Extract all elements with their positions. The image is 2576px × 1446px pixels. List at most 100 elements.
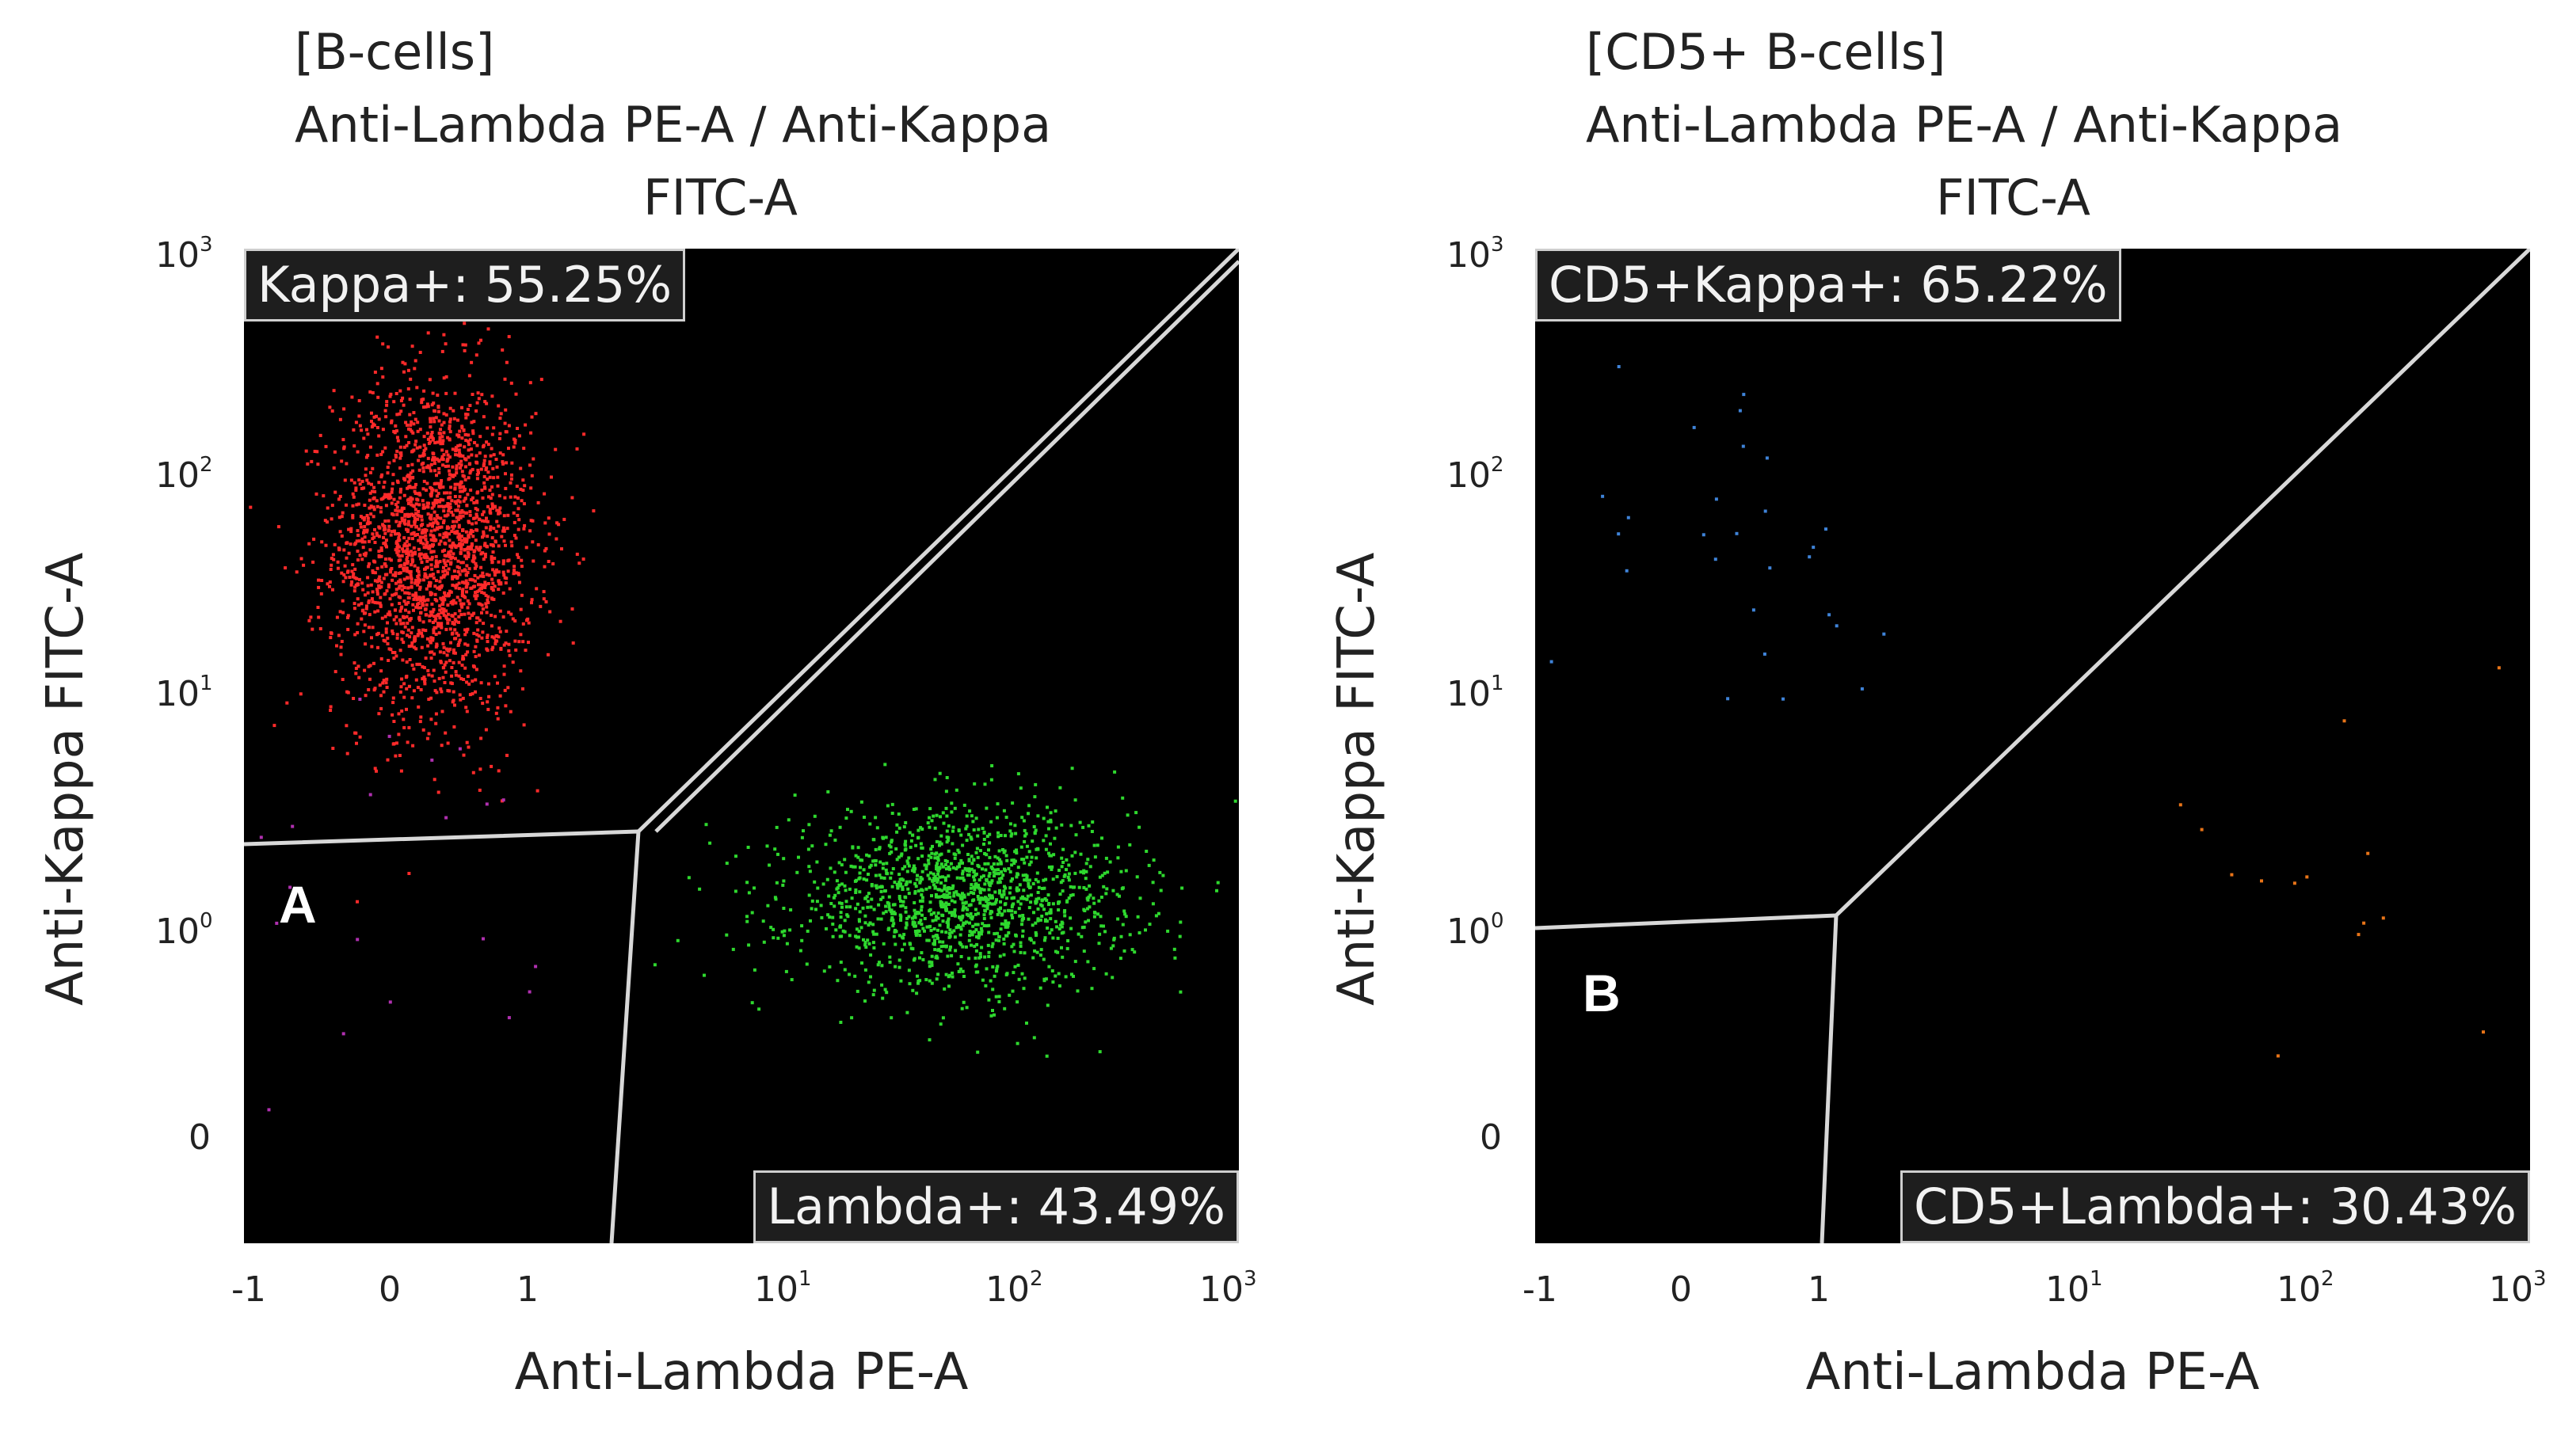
- event-dot: [436, 492, 440, 496]
- event-dot: [330, 504, 334, 508]
- event-dot: [467, 476, 471, 480]
- event-dot: [2200, 828, 2204, 831]
- event-dot: [440, 525, 444, 529]
- event-dot: [503, 688, 507, 692]
- event-dot: [416, 575, 420, 578]
- event-dot: [976, 911, 980, 915]
- event-dot: [482, 574, 486, 578]
- event-dot: [417, 509, 421, 513]
- event-dot: [1104, 972, 1108, 976]
- event-dot: [354, 672, 358, 675]
- event-dot: [913, 921, 916, 925]
- event-dot: [392, 656, 396, 660]
- event-dot: [490, 614, 493, 617]
- x-tick-label: -1: [1522, 1269, 1557, 1310]
- event-dot: [503, 576, 507, 580]
- event-dot: [863, 968, 867, 972]
- event-dot: [1035, 897, 1038, 901]
- event-dot: [929, 855, 933, 859]
- event-dot: [465, 504, 469, 508]
- event-dot: [961, 923, 965, 927]
- event-dot: [1145, 850, 1149, 853]
- event-dot: [931, 879, 935, 883]
- event-dot: [519, 633, 523, 637]
- event-dot: [375, 335, 379, 339]
- event-dot: [425, 587, 429, 591]
- event-dot: [473, 441, 477, 444]
- event-dot: [390, 490, 394, 494]
- event-dot: [554, 447, 558, 451]
- event-dot: [765, 844, 769, 848]
- event-dot: [1016, 963, 1020, 967]
- event-dot: [2497, 666, 2501, 670]
- event-dot: [501, 348, 505, 352]
- event-dot: [433, 652, 436, 656]
- event-dot: [1135, 875, 1139, 879]
- event-dot: [385, 573, 389, 576]
- event-dot: [492, 597, 496, 601]
- event-dot: [402, 536, 406, 540]
- event-dot: [410, 550, 413, 554]
- x-axis-label: Anti-Lambda PE-A: [1805, 1343, 2260, 1402]
- event-dot: [391, 696, 395, 700]
- event-dot: [509, 495, 513, 499]
- event-dot: [433, 510, 436, 514]
- event-dot: [440, 584, 444, 588]
- event-dot: [1099, 924, 1103, 928]
- event-dot: [968, 809, 972, 813]
- event-dot: [497, 626, 501, 630]
- event-dot: [320, 579, 324, 582]
- event-dot: [421, 523, 425, 527]
- event-dot: [437, 499, 441, 503]
- event-dot: [867, 873, 870, 876]
- event-dot: [456, 544, 460, 548]
- event-dot: [776, 852, 779, 856]
- event-dot: [291, 824, 295, 828]
- event-dot: [460, 470, 464, 474]
- event-dot: [961, 876, 965, 880]
- event-dot: [342, 407, 346, 411]
- event-dot: [457, 615, 461, 618]
- event-dot: [920, 870, 924, 873]
- event-dot: [831, 915, 835, 919]
- event-dot: [387, 496, 391, 500]
- event-dot: [448, 469, 452, 473]
- event-dot: [484, 526, 488, 530]
- event-dot: [483, 400, 487, 404]
- event-dot: [503, 377, 507, 381]
- event-dot: [1014, 934, 1018, 938]
- event-dot: [341, 1032, 345, 1036]
- event-dot: [866, 900, 870, 904]
- event-dot: [1020, 923, 1023, 927]
- event-dot: [940, 930, 943, 934]
- event-dot: [330, 557, 333, 560]
- event-dot: [409, 423, 413, 427]
- event-dot: [1077, 885, 1081, 889]
- event-dot: [475, 473, 479, 477]
- event-dot: [504, 408, 508, 412]
- event-dot: [1057, 901, 1060, 905]
- event-dot: [1012, 862, 1016, 866]
- event-dot: [890, 911, 894, 915]
- event-dot: [430, 650, 434, 654]
- event-dot: [464, 458, 468, 462]
- event-dot: [1017, 977, 1021, 981]
- event-dot: [865, 853, 869, 857]
- event-dot: [982, 924, 986, 927]
- event-dot: [453, 612, 457, 616]
- event-dot: [486, 640, 490, 644]
- event-dot: [370, 482, 373, 486]
- event-dot: [1735, 531, 1739, 535]
- event-dot: [980, 946, 984, 949]
- event-dot: [483, 580, 487, 584]
- event-dot: [867, 980, 871, 984]
- event-dot: [460, 509, 464, 512]
- event-dot: [964, 827, 968, 831]
- event-dot: [309, 615, 313, 619]
- event-dot: [787, 818, 791, 822]
- event-dot: [367, 688, 371, 691]
- event-dot: [385, 403, 389, 407]
- event-dot: [452, 417, 456, 420]
- event-dot: [405, 566, 409, 570]
- event-dot: [858, 890, 862, 894]
